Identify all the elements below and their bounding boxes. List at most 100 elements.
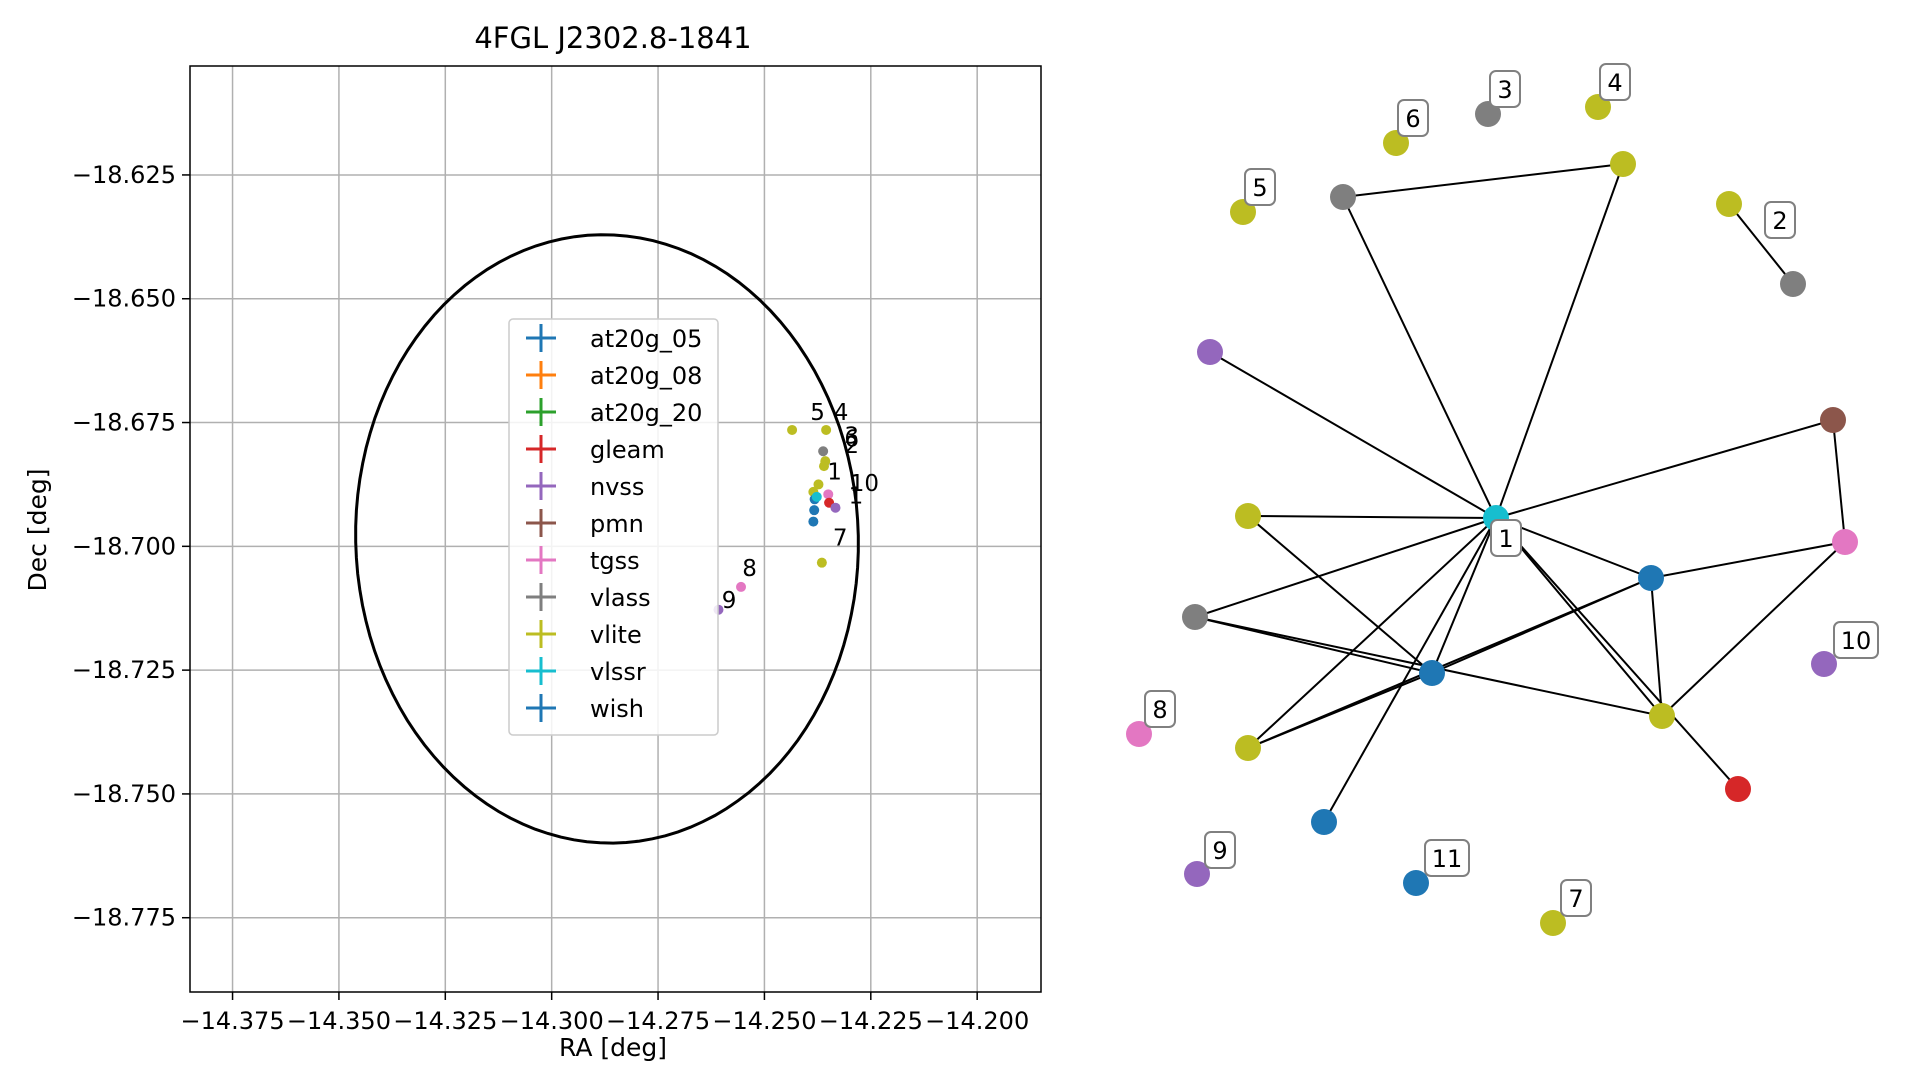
graph-node: [1820, 407, 1846, 433]
data-point-tgss: [823, 489, 834, 500]
x-tick-label: −14.250: [712, 1007, 816, 1035]
y-axis-ticks: −18.625 −18.650 −18.675 −18.700 −18.725 −18.7…: [72, 161, 190, 932]
legend-label: gleam: [590, 436, 665, 464]
graph-edge: [1650, 541, 1846, 579]
graph-edge: [1832, 419, 1846, 543]
node-label-box: [1833, 621, 1879, 659]
data-point-nvss: [830, 502, 841, 513]
graph-node: [1126, 721, 1152, 747]
legend-label: at20g_20: [590, 399, 702, 427]
source-points: [713, 424, 841, 615]
graph-edge: [1342, 163, 1624, 198]
x-tick-label: −14.350: [287, 1007, 391, 1035]
point-label: 2: [844, 433, 859, 459]
data-point-vlite: [813, 479, 824, 490]
graph-node: [1311, 809, 1337, 835]
legend-label: at20g_05: [590, 325, 702, 353]
graph-node: [1403, 870, 1429, 896]
graph-edge: [1661, 541, 1846, 717]
graph-edge: [1495, 517, 1663, 717]
graph-edges: [1194, 163, 1846, 823]
graph-edge: [1194, 517, 1497, 618]
point-label: 1: [849, 483, 864, 509]
data-point-vlite: [821, 424, 832, 435]
x-tick-label: −14.225: [819, 1007, 923, 1035]
point-label: 4: [834, 400, 849, 426]
node-label: 1: [1498, 525, 1513, 553]
node-label-box: [1424, 839, 1470, 877]
graph-node: [1649, 703, 1675, 729]
point-label: 5: [810, 400, 825, 426]
legend-label: vlssr: [590, 658, 646, 686]
graph-edge: [1431, 517, 1497, 674]
legend-box: [508, 318, 719, 736]
legend-label: tgss: [590, 547, 640, 575]
graph-edge: [1495, 163, 1624, 519]
point-label: 10: [850, 471, 879, 497]
node-label-box: [1489, 70, 1521, 108]
graph-node: [1330, 184, 1356, 210]
point-label: 9: [722, 588, 737, 614]
graph-edge: [1209, 351, 1497, 519]
graph-node: [1235, 503, 1261, 529]
data-point-at20g_05: [809, 505, 820, 516]
node-label-box: [1204, 831, 1236, 869]
y-tick-label: −18.625: [72, 161, 176, 189]
error-ellipse: [354, 233, 860, 845]
graph-node: [1182, 604, 1208, 630]
data-point-vlass: [818, 446, 829, 457]
legend-label: wish: [590, 695, 644, 723]
axes-frame: [189, 65, 1042, 993]
graph-edge: [1650, 577, 1663, 717]
graph-edge: [1495, 419, 1834, 519]
legend-label: pmn: [590, 510, 644, 538]
node-label-box: [1397, 99, 1429, 137]
data-point-at20g_05: [808, 516, 819, 527]
point-label: 3: [844, 423, 859, 449]
graph-edge: [1342, 196, 1497, 519]
graph-node-labels: 4 3 6 5 2 1 10 8 9 11 7: [1144, 63, 1879, 917]
node-label-box: [1599, 63, 1631, 101]
point-label: 8: [742, 556, 757, 582]
node-label-box: [1560, 879, 1592, 917]
node-label: 5: [1252, 174, 1267, 202]
graph-node: [1811, 651, 1837, 677]
node-label-box: [1244, 168, 1276, 206]
y-tick-label: −18.700: [72, 532, 176, 560]
node-label: 2: [1772, 207, 1787, 235]
y-tick-label: −18.675: [72, 409, 176, 437]
node-label: 9: [1212, 837, 1227, 865]
point-label: 7: [833, 525, 848, 551]
x-tick-label: −14.200: [925, 1007, 1029, 1035]
x-tick-label: −14.300: [500, 1007, 604, 1035]
x-tick-label: −14.275: [606, 1007, 710, 1035]
data-point-vlite: [818, 461, 829, 472]
y-tick-label: −18.750: [72, 780, 176, 808]
node-label: 8: [1152, 696, 1167, 724]
data-point-vlssr: [811, 491, 822, 502]
legend-label: nvss: [590, 473, 644, 501]
graph-node: [1540, 910, 1566, 936]
node-label: 10: [1841, 627, 1872, 655]
y-axis-label: Dec [deg]: [23, 469, 52, 592]
graph-edge: [1495, 517, 1739, 790]
graph-nodes: [1126, 94, 1858, 936]
chart-title: 4FGL J2302.8-1841: [474, 21, 751, 55]
data-point-vlite: [787, 424, 798, 435]
data-point-tgss: [736, 581, 747, 592]
y-tick-label: −18.725: [72, 656, 176, 684]
graph-edge: [1728, 203, 1794, 285]
graph-node: [1197, 339, 1223, 365]
graph-edge: [1323, 517, 1497, 823]
node-label: 7: [1568, 885, 1583, 913]
graph-node: [1832, 529, 1858, 555]
point-label: 1: [827, 459, 842, 485]
graph-node: [1610, 151, 1636, 177]
graph-edge: [1247, 515, 1497, 519]
graph-node: [1725, 776, 1751, 802]
graph-node: [1780, 271, 1806, 297]
legend-label: at20g_08: [590, 362, 702, 390]
